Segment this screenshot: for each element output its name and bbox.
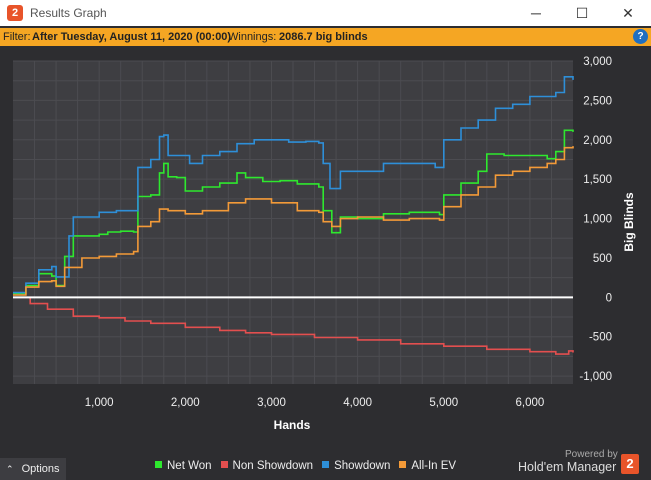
- window-title: Results Graph: [30, 6, 107, 20]
- y-tick-label: 3,000: [583, 56, 612, 68]
- powered-by-text: Powered by: [565, 449, 618, 460]
- series-line-non-showdown: [13, 296, 574, 355]
- winnings-value: 2086.7 big blinds: [279, 31, 368, 43]
- y-axis-title: Big Blinds: [622, 192, 636, 252]
- y-tick-label: -1,000: [579, 371, 612, 383]
- minimize-button[interactable]: ─: [531, 5, 541, 21]
- x-tick-label: 3,000: [257, 397, 286, 409]
- legend-item[interactable]: Net Won: [155, 460, 212, 472]
- legend-label: Showdown: [334, 460, 391, 472]
- grid-lines: [13, 60, 573, 384]
- legend-swatch: [399, 461, 407, 468]
- y-tick-label: 500: [593, 253, 612, 265]
- x-tick-label: 1,000: [85, 397, 114, 409]
- y-tick-label: 2,000: [583, 135, 612, 147]
- legend-label: Non Showdown: [232, 460, 314, 472]
- y-axis-ticks: 3,000 2,500 2,000 1,500 1,000 500 0 -500 -1,000: [579, 56, 612, 383]
- options-button[interactable]: ⌃ Options: [0, 458, 66, 480]
- legend-swatch: [155, 461, 162, 468]
- legend-item[interactable]: Non Showdown: [220, 460, 314, 472]
- app-logo-icon: 2: [7, 5, 23, 21]
- x-tick-label: 2,000: [171, 397, 200, 409]
- x-axis-ticks: 1,000 2,000 3,000 4,000 5,000 6,000: [85, 397, 545, 409]
- legend-item[interactable]: Showdown: [322, 460, 390, 472]
- x-tick-label: 4,000: [343, 397, 372, 409]
- y-tick-label: -500: [589, 332, 612, 344]
- legend-label: All-In EV: [411, 460, 457, 472]
- x-tick-label: 5,000: [429, 397, 458, 409]
- brand-logo-icon: 2: [621, 454, 639, 474]
- brand-name: Hold'em Manager: [518, 460, 617, 474]
- title-bar: 2 Results Graph ─ ☐ ✕: [0, 0, 651, 26]
- legend-item[interactable]: All-In EV: [399, 460, 456, 472]
- chart-legend: Net Won Non Showdown Showdown All-In EV: [155, 460, 465, 472]
- filter-label: Filter:: [3, 31, 31, 43]
- series-lines: [13, 76, 574, 355]
- filter-condition: After Tuesday, August 11, 2020 (00:00): [32, 31, 232, 43]
- legend-label: Net Won: [167, 460, 212, 472]
- y-tick-label: 2,500: [583, 95, 612, 107]
- y-tick-label: 1,000: [583, 214, 612, 226]
- series-line-net-won: [13, 129, 574, 295]
- x-tick-label: 6,000: [516, 397, 545, 409]
- x-axis-title: Hands: [274, 418, 311, 432]
- series-line-showdown: [13, 76, 574, 294]
- legend-swatch: [322, 461, 330, 468]
- legend-swatch: [220, 461, 228, 468]
- y-tick-label: 0: [606, 292, 612, 304]
- close-button[interactable]: ✕: [622, 5, 634, 21]
- series-line-all-in-ev: [13, 146, 574, 296]
- options-label: Options: [21, 463, 60, 475]
- help-icon[interactable]: ?: [633, 29, 648, 44]
- maximize-button[interactable]: ☐: [575, 5, 589, 21]
- results-chart: 1,000 2,000 3,000 4,000 5,000 6,000 3,000 2,50…: [13, 56, 636, 432]
- footer: ⌃ Options Net Won Non Showdown Showdown All…: [0, 449, 651, 480]
- filter-bar: Filter: After Tuesday, August 11, 2020 (…: [0, 28, 651, 46]
- y-tick-label: 1,500: [583, 174, 612, 186]
- winnings-label: Winnings:: [228, 31, 277, 43]
- chevron-up-icon: ⌃: [6, 464, 14, 474]
